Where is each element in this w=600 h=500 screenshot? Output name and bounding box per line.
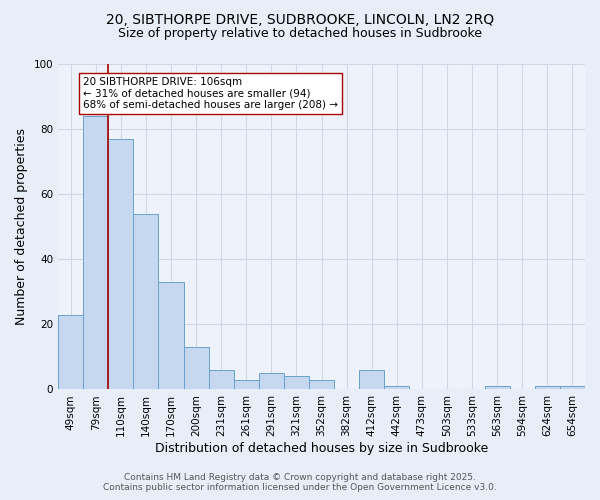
Bar: [233, 380, 259, 390]
Y-axis label: Number of detached properties: Number of detached properties: [15, 128, 28, 325]
Text: Contains HM Land Registry data © Crown copyright and database right 2025.
Contai: Contains HM Land Registry data © Crown c…: [103, 473, 497, 492]
Bar: [58, 314, 83, 390]
Text: 20, SIBTHORPE DRIVE, SUDBROOKE, LINCOLN, LN2 2RQ: 20, SIBTHORPE DRIVE, SUDBROOKE, LINCOLN,…: [106, 12, 494, 26]
Bar: [485, 386, 510, 390]
Bar: [259, 373, 284, 390]
Bar: [359, 370, 384, 390]
Bar: [284, 376, 309, 390]
Bar: [535, 386, 560, 390]
Bar: [133, 214, 158, 390]
Text: 20 SIBTHORPE DRIVE: 106sqm
← 31% of detached houses are smaller (94)
68% of semi: 20 SIBTHORPE DRIVE: 106sqm ← 31% of deta…: [83, 77, 338, 110]
Bar: [158, 282, 184, 390]
Bar: [209, 370, 233, 390]
Bar: [560, 386, 585, 390]
Bar: [309, 380, 334, 390]
Bar: [184, 347, 209, 390]
Bar: [384, 386, 409, 390]
Text: Size of property relative to detached houses in Sudbrooke: Size of property relative to detached ho…: [118, 28, 482, 40]
Bar: [108, 139, 133, 390]
X-axis label: Distribution of detached houses by size in Sudbrooke: Distribution of detached houses by size …: [155, 442, 488, 455]
Bar: [83, 116, 108, 390]
